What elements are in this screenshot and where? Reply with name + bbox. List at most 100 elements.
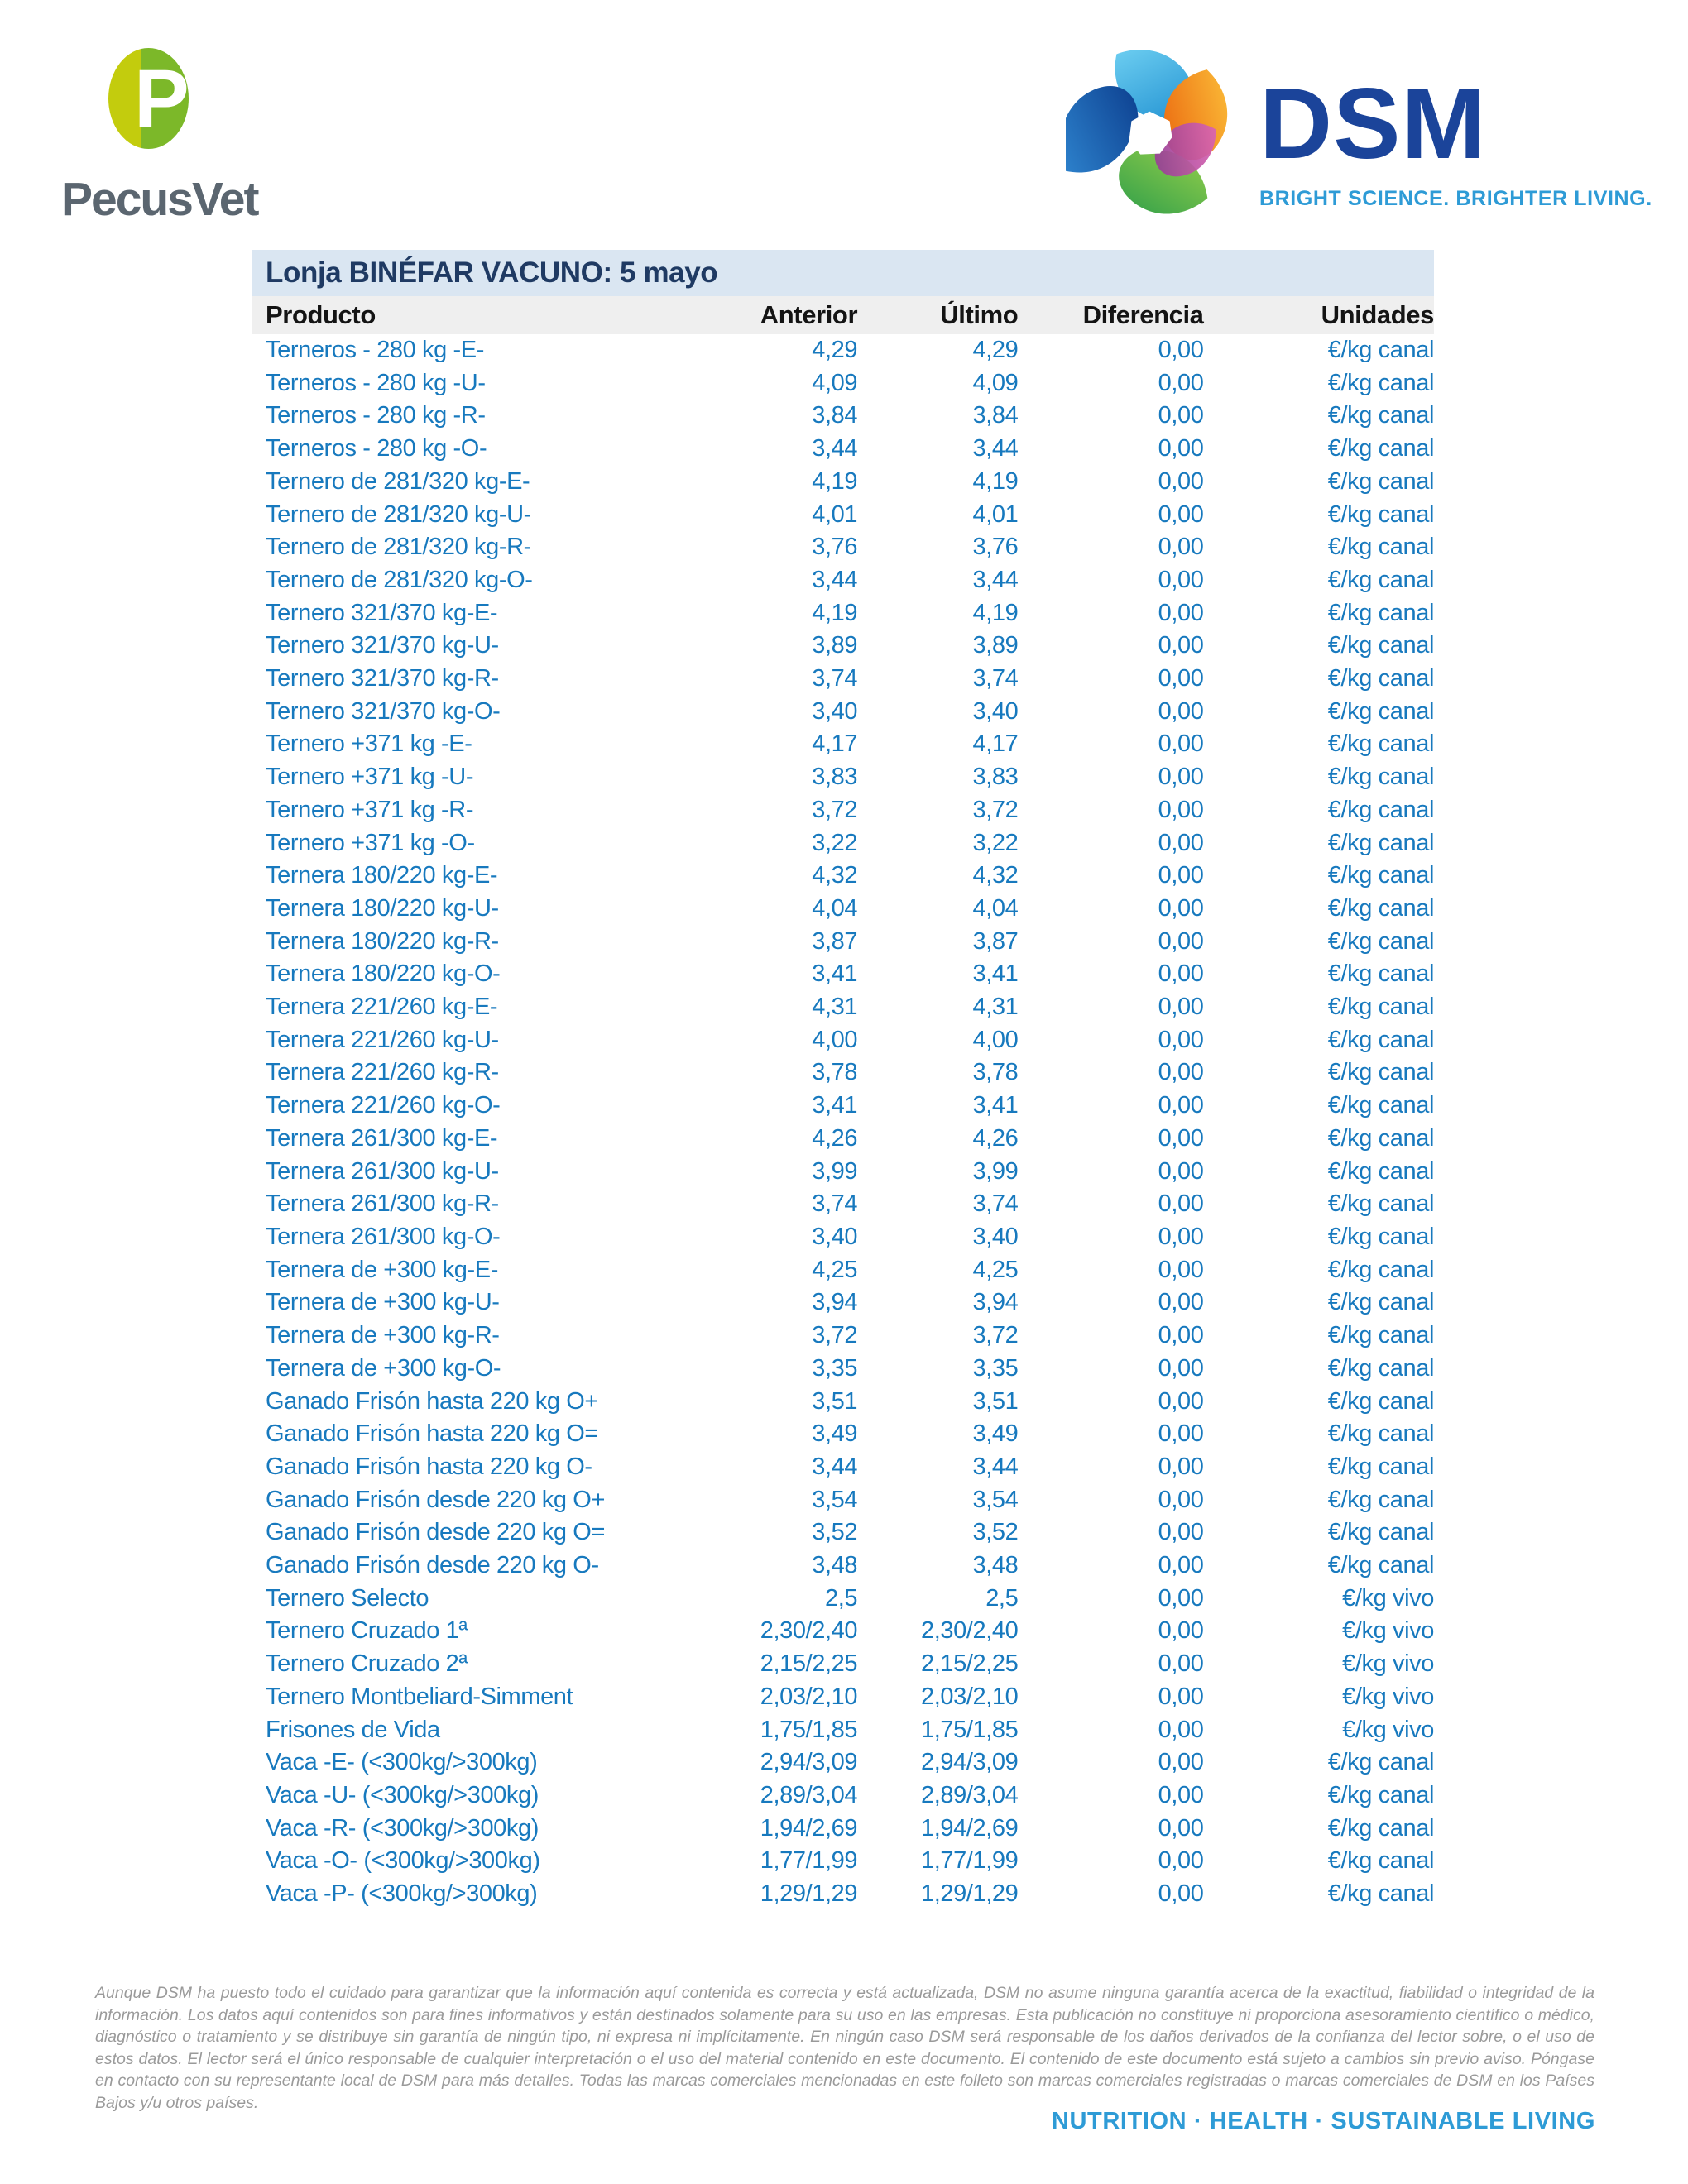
ultimo-cell: 3,51 — [972, 1387, 1019, 1415]
unidades-cell: €/kg canal — [1327, 566, 1435, 593]
price-table-body: Terneros - 280 kg -E- 4,29 4,29 0,00 €/kg ca… — [252, 334, 1434, 1911]
unidades-cell: €/kg canal — [1327, 665, 1435, 692]
unidades-cell: €/kg canal — [1327, 1223, 1435, 1250]
unidades-cell: €/kg canal — [1327, 1256, 1435, 1283]
table-row: Ternero de 281/320 kg-E- 4,19 4,19 0,00 €/kg… — [252, 466, 1434, 499]
anterior-cell: 4,17 — [812, 730, 858, 758]
anterior-cell: 4,19 — [812, 599, 858, 626]
table-row: Terneros - 280 kg -U- 4,09 4,09 0,00 €/kg ca… — [252, 367, 1434, 400]
table-row: Ternera de +300 kg-U- 3,94 3,94 0,00 €/kg ca… — [252, 1286, 1434, 1320]
ultimo-cell: 3,48 — [972, 1552, 1019, 1579]
diferencia-cell: 0,00 — [1158, 1453, 1204, 1480]
table-row: Vaca -O- (<300kg/>300kg) 1,77/1,99 1,77/1,… — [252, 1845, 1434, 1878]
table-row: Ternera 261/300 kg-E- 4,26 4,26 0,00 €/kg ca… — [252, 1123, 1434, 1156]
anterior-cell: 4,26 — [812, 1124, 858, 1152]
diferencia-cell: 0,00 — [1158, 632, 1204, 659]
anterior-cell: 3,76 — [812, 534, 858, 561]
table-row: Terneros - 280 kg -R- 3,84 3,84 0,00 €/kg ca… — [252, 400, 1434, 433]
product-cell: Vaca -R- (<300kg/>300kg) — [266, 1814, 539, 1842]
diferencia-cell: 0,00 — [1158, 402, 1204, 429]
table-header-row: Producto Anterior Último Diferencia Unid… — [252, 296, 1434, 334]
unidades-cell: €/kg canal — [1327, 927, 1435, 955]
product-cell: Ternero +371 kg -O- — [266, 829, 475, 856]
ultimo-cell: 3,72 — [972, 796, 1019, 823]
product-cell: Ternera de +300 kg-E- — [266, 1256, 498, 1283]
product-cell: Vaca -P- (<300kg/>300kg) — [266, 1880, 538, 1908]
column-header-unidades: Unidades — [1203, 296, 1434, 334]
product-cell: Terneros - 280 kg -O- — [266, 435, 487, 462]
ultimo-cell: 4,32 — [972, 862, 1019, 889]
ultimo-cell: 1,29/1,29 — [920, 1880, 1019, 1908]
anterior-cell: 2,94/3,09 — [760, 1749, 858, 1776]
anterior-cell: 3,89 — [812, 632, 858, 659]
anterior-cell: 2,03/2,10 — [760, 1683, 858, 1710]
diferencia-cell: 0,00 — [1158, 500, 1204, 528]
product-cell: Ternero 321/370 kg-U- — [266, 632, 499, 659]
ultimo-cell: 2,15/2,25 — [920, 1650, 1019, 1678]
ultimo-cell: 4,04 — [972, 894, 1019, 922]
product-cell: Vaca -U- (<300kg/>300kg) — [266, 1781, 539, 1808]
anterior-cell: 2,15/2,25 — [760, 1650, 858, 1678]
table-row: Ternera 180/220 kg-O- 3,41 3,41 0,00 €/kg ca… — [252, 958, 1434, 991]
unidades-cell: €/kg canal — [1327, 994, 1435, 1021]
table-row: Vaca -U- (<300kg/>300kg) 2,89/3,04 2,89/3,… — [252, 1779, 1434, 1813]
anterior-cell: 3,54 — [812, 1486, 858, 1513]
unidades-cell: €/kg canal — [1327, 369, 1435, 396]
anterior-cell: 4,19 — [812, 467, 858, 495]
diferencia-cell: 0,00 — [1158, 369, 1204, 396]
unidades-cell: €/kg canal — [1327, 1880, 1435, 1908]
ultimo-cell: 3,76 — [972, 534, 1019, 561]
anterior-cell: 1,75/1,85 — [760, 1716, 858, 1743]
diferencia-cell: 0,00 — [1158, 467, 1204, 495]
ultimo-cell: 3,41 — [972, 960, 1019, 988]
unidades-cell: €/kg canal — [1327, 1453, 1435, 1480]
price-table: Lonja BINÉFAR VACUNO: 5 mayo Producto An… — [252, 250, 1434, 1911]
unidades-cell: €/kg canal — [1327, 1387, 1435, 1415]
ultimo-cell: 2,5 — [985, 1584, 1019, 1612]
ultimo-cell: 1,75/1,85 — [920, 1716, 1019, 1743]
unidades-cell: €/kg canal — [1327, 730, 1435, 758]
ultimo-cell: 2,89/3,04 — [920, 1781, 1019, 1808]
diferencia-cell: 0,00 — [1158, 1683, 1204, 1710]
table-row: Ganado Frisón desde 220 kg O+ 3,54 3,54 0,0… — [252, 1484, 1434, 1517]
product-cell: Ternero 321/370 kg-O- — [266, 697, 501, 725]
unidades-cell: €/kg canal — [1327, 1157, 1435, 1185]
diferencia-cell: 0,00 — [1158, 1223, 1204, 1250]
anterior-cell: 3,87 — [812, 927, 858, 955]
diferencia-cell: 0,00 — [1158, 1289, 1204, 1316]
ultimo-cell: 4,25 — [972, 1256, 1019, 1283]
ultimo-cell: 4,17 — [972, 730, 1019, 758]
unidades-cell: €/kg canal — [1327, 599, 1435, 626]
anterior-cell: 4,00 — [812, 1026, 858, 1053]
anterior-cell: 3,99 — [812, 1157, 858, 1185]
product-cell: Ternero 321/370 kg-R- — [266, 665, 499, 692]
product-cell: Ternera 180/220 kg-U- — [266, 894, 499, 922]
anterior-cell: 3,40 — [812, 1223, 858, 1250]
unidades-cell: €/kg canal — [1327, 862, 1435, 889]
dsm-motto: NUTRITION · HEALTH · SUSTAINABLE LIVING — [1051, 2108, 1595, 2134]
ultimo-cell: 1,77/1,99 — [920, 1847, 1019, 1875]
diferencia-cell: 0,00 — [1158, 435, 1204, 462]
anterior-cell: 3,40 — [812, 697, 858, 725]
table-row: Ternera 221/260 kg-O- 3,41 3,41 0,00 €/kg ca… — [252, 1090, 1434, 1123]
column-header-diferencia: Diferencia — [1018, 296, 1204, 334]
unidades-cell: €/kg canal — [1327, 1420, 1435, 1448]
unidades-cell: €/kg canal — [1327, 697, 1435, 725]
ultimo-cell: 1,94/2,69 — [920, 1814, 1019, 1842]
ultimo-cell: 3,72 — [972, 1322, 1019, 1349]
product-cell: Ternero de 281/320 kg-R- — [266, 534, 531, 561]
product-cell: Ternera 221/260 kg-E- — [266, 994, 498, 1021]
unidades-cell: €/kg canal — [1327, 1190, 1435, 1218]
ultimo-cell: 4,19 — [972, 599, 1019, 626]
anterior-cell: 3,41 — [812, 1092, 858, 1119]
product-cell: Ternera 261/300 kg-O- — [266, 1223, 501, 1250]
diferencia-cell: 0,00 — [1158, 1157, 1204, 1185]
ultimo-cell: 3,94 — [972, 1289, 1019, 1316]
product-cell: Ganado Frisón hasta 220 kg O+ — [266, 1387, 598, 1415]
product-cell: Ternera 261/300 kg-R- — [266, 1190, 499, 1218]
table-row: Ternera 180/220 kg-E- 4,32 4,32 0,00 €/kg ca… — [252, 860, 1434, 893]
product-cell: Terneros - 280 kg -E- — [266, 337, 484, 363]
diferencia-cell: 0,00 — [1158, 1847, 1204, 1875]
column-header-anterior: Anterior — [701, 296, 858, 334]
product-cell: Ganado Frisón desde 220 kg O- — [266, 1552, 599, 1579]
